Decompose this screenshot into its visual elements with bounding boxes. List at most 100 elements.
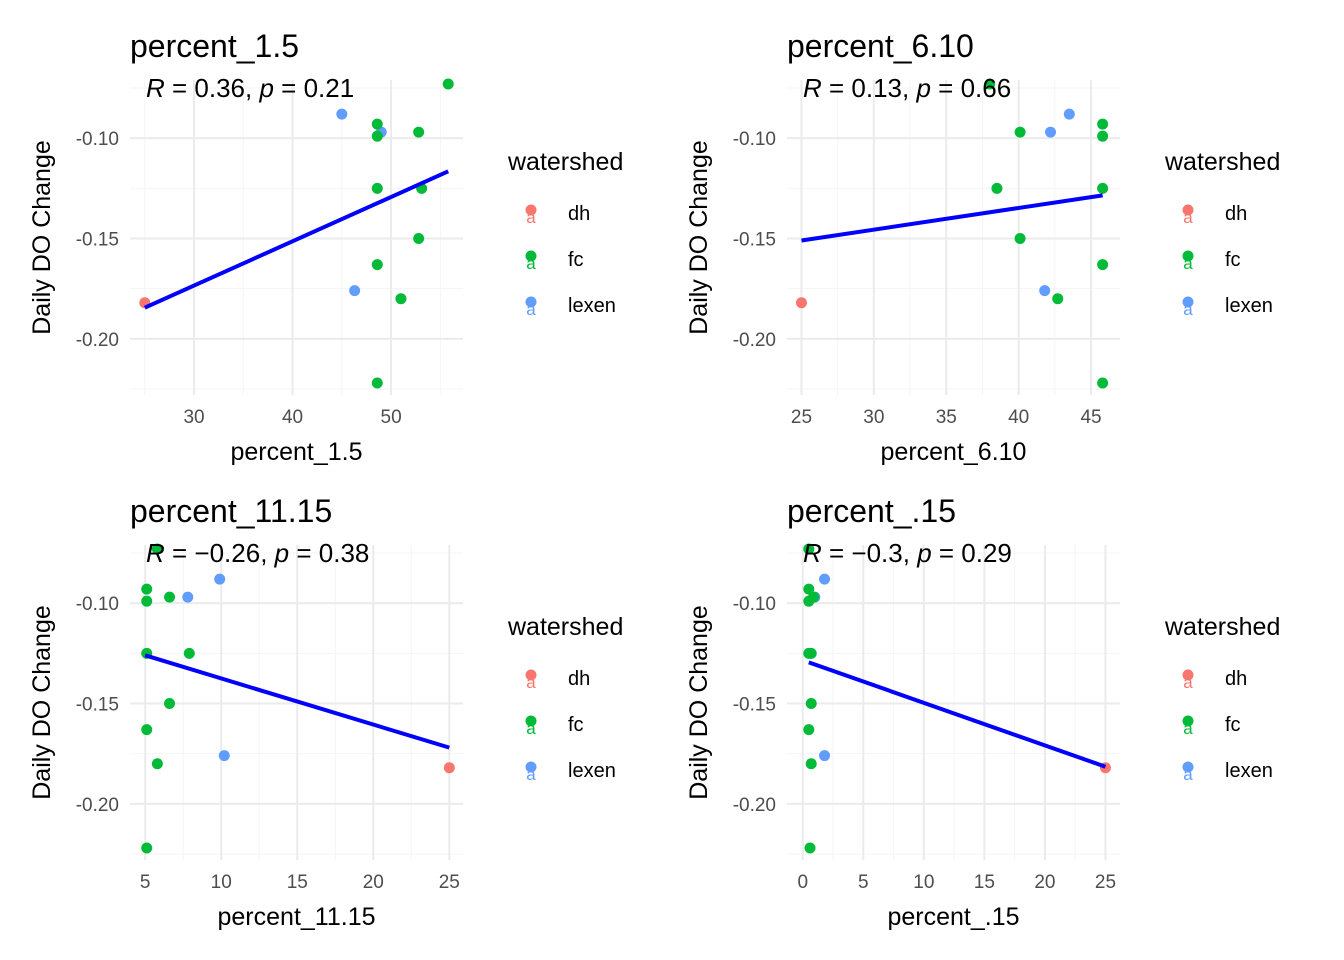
x-tick-label: 40 bbox=[1008, 407, 1029, 428]
data-point-lexen bbox=[1063, 108, 1075, 120]
data-point-lexen bbox=[214, 573, 226, 585]
data-point-fc bbox=[141, 842, 153, 854]
data-point-lexen bbox=[182, 591, 194, 603]
data-point-fc bbox=[151, 758, 163, 770]
legend-key-dh bbox=[525, 669, 537, 681]
legend-key-lexen bbox=[525, 761, 537, 773]
x-tick-label: 10 bbox=[913, 872, 934, 893]
x-tick-label: 5 bbox=[858, 872, 869, 893]
data-point-lexen bbox=[1045, 126, 1057, 138]
legend-title: watershed bbox=[507, 148, 623, 176]
regression-line bbox=[143, 169, 450, 310]
data-point-fc bbox=[395, 293, 407, 305]
data-point-fc bbox=[803, 583, 815, 595]
data-point-lexen bbox=[1039, 285, 1051, 297]
data-point-fc bbox=[183, 647, 195, 659]
data-point-fc bbox=[151, 543, 163, 555]
data-point-lexen bbox=[819, 573, 831, 585]
x-tick-label: 25 bbox=[1095, 872, 1116, 893]
legend-glyph-dh: a bbox=[526, 673, 536, 692]
legend-title: watershed bbox=[1164, 148, 1280, 176]
correlation-annotation: R = −0.26, p = 0.38 bbox=[146, 538, 369, 568]
x-tick-label: 40 bbox=[282, 407, 303, 428]
data-point-fc bbox=[371, 182, 383, 194]
panel-title: percent_6.10 bbox=[787, 28, 974, 64]
x-tick-label: 45 bbox=[1080, 407, 1101, 428]
panel-2: 25 30 35 40 45 -0.10 -0.15 -0.20 R = 0.13, p = 0… bbox=[685, 28, 1280, 466]
legend-label-dh: dh bbox=[1225, 668, 1247, 690]
legend-label-lexen: lexen bbox=[1225, 295, 1273, 317]
legend-glyph-dh: a bbox=[1183, 673, 1193, 692]
panel-3: 5 10 15 20 25 -0.10 -0.15 -0.20 R = −0.26, p = 0… bbox=[28, 493, 623, 931]
x-axis-title: percent_.15 bbox=[887, 903, 1019, 931]
legend-label-fc: fc bbox=[1225, 714, 1241, 736]
legend-label-fc: fc bbox=[1225, 249, 1241, 271]
legend-key-fc bbox=[1182, 715, 1194, 727]
x-tick-label: 30 bbox=[183, 407, 204, 428]
data-point-lexen bbox=[819, 750, 831, 762]
correlation-annotation: R = 0.13, p = 0.66 bbox=[803, 73, 1011, 103]
legend-key-fc bbox=[1182, 250, 1194, 262]
legend-label-lexen: lexen bbox=[568, 760, 616, 782]
legend-label-lexen: lexen bbox=[1225, 760, 1273, 782]
legend: watershed a dh a fc a lexen bbox=[507, 613, 623, 784]
data-point-fc bbox=[991, 182, 1003, 194]
data-point-lexen bbox=[336, 108, 348, 120]
data-point-lexen bbox=[218, 750, 230, 762]
legend-glyph-fc: a bbox=[526, 254, 536, 273]
legend-label-dh: dh bbox=[568, 668, 590, 690]
x-axis-title: percent_6.10 bbox=[881, 438, 1027, 466]
legend-key-dh bbox=[525, 204, 537, 216]
data-point-fc bbox=[1097, 182, 1109, 194]
panel-title: percent_.15 bbox=[787, 493, 956, 529]
legend-label-lexen: lexen bbox=[568, 295, 616, 317]
legend-key-lexen bbox=[1182, 296, 1194, 308]
data-point-fc bbox=[1097, 259, 1109, 271]
regression-line bbox=[808, 660, 1107, 769]
panel-4: 0 5 10 15 20 25 -0.10 -0.15 -0.20 R = −0.3, p = 0… bbox=[685, 493, 1280, 931]
y-tick-label: -0.15 bbox=[76, 230, 119, 251]
data-point-fc bbox=[442, 78, 454, 90]
panel-title: percent_1.5 bbox=[130, 28, 299, 64]
legend-label-dh: dh bbox=[1225, 203, 1247, 225]
data-point-fc bbox=[371, 118, 383, 130]
x-tick-label: 20 bbox=[363, 872, 384, 893]
legend-title: watershed bbox=[1164, 613, 1280, 641]
data-point-dh bbox=[443, 762, 455, 774]
y-tick-label: -0.20 bbox=[733, 330, 776, 351]
x-tick-label: 20 bbox=[1034, 872, 1055, 893]
data-point-fc bbox=[141, 724, 153, 736]
data-point-fc bbox=[413, 126, 425, 138]
legend-title: watershed bbox=[507, 613, 623, 641]
x-axis-title: percent_1.5 bbox=[230, 438, 362, 466]
x-tick-label: 25 bbox=[439, 872, 460, 893]
legend-glyph-lexen: a bbox=[526, 300, 536, 319]
x-tick-label: 25 bbox=[791, 407, 812, 428]
data-point-fc bbox=[141, 595, 153, 607]
legend-glyph-lexen: a bbox=[1183, 765, 1193, 784]
legend-glyph-lexen: a bbox=[1183, 300, 1193, 319]
y-tick-label: -0.10 bbox=[733, 129, 776, 150]
legend-label-dh: dh bbox=[568, 203, 590, 225]
x-tick-label: 15 bbox=[287, 872, 308, 893]
panel-title: percent_11.15 bbox=[130, 493, 332, 529]
data-point-fc bbox=[1052, 293, 1064, 305]
y-tick-label: -0.10 bbox=[733, 594, 776, 615]
y-axis-title: Daily DO Change bbox=[28, 140, 56, 335]
y-tick-label: -0.20 bbox=[76, 795, 119, 816]
legend-glyph-fc: a bbox=[526, 719, 536, 738]
legend-glyph-fc: a bbox=[1183, 254, 1193, 273]
data-point-fc bbox=[803, 724, 815, 736]
legend-key-fc bbox=[525, 715, 537, 727]
legend-key-fc bbox=[525, 250, 537, 262]
legend-glyph-dh: a bbox=[1183, 208, 1193, 227]
y-tick-label: -0.10 bbox=[76, 129, 119, 150]
data-point-fc bbox=[141, 583, 153, 595]
legend-label-fc: fc bbox=[568, 714, 584, 736]
data-point-fc bbox=[805, 647, 817, 659]
data-point-fc bbox=[808, 591, 820, 603]
data-point-lexen bbox=[349, 285, 361, 297]
data-point-fc bbox=[804, 842, 816, 854]
legend: watershed a dh a fc a lexen bbox=[507, 148, 623, 319]
